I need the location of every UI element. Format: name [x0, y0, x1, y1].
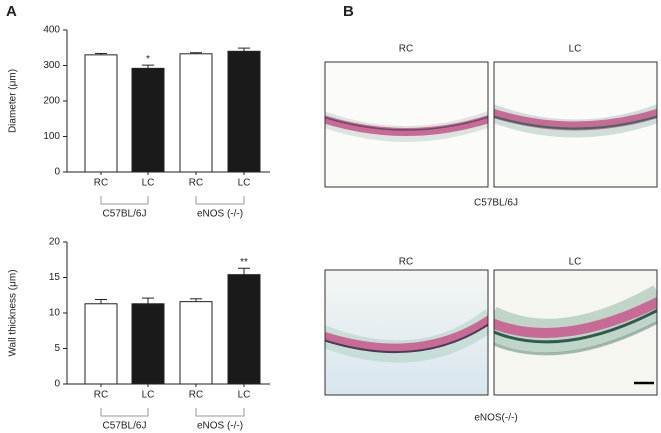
group-bracket [195, 408, 245, 417]
group-bracket [100, 196, 149, 205]
panel-label: A [6, 3, 17, 20]
x-tick-label: LC [238, 178, 251, 189]
significance-label: * [146, 54, 150, 65]
group-bracket [195, 196, 245, 205]
row-label: eNOS(-/-) [474, 413, 517, 424]
y-tick-label: 15 [49, 272, 61, 283]
y-tick-label: 5 [54, 343, 60, 354]
group-label: C57BL/6J [103, 209, 147, 220]
x-tick-label: LC [142, 390, 155, 401]
significance-label: ** [240, 257, 248, 268]
y-tick-label: 100 [43, 131, 60, 142]
y-tick-label: 0 [54, 379, 60, 390]
row-label: C57BL/6J [474, 198, 518, 209]
column-label: LC [569, 257, 582, 268]
group-bracket [100, 408, 149, 417]
group-label: eNOS (-/-) [197, 421, 243, 432]
y-tick-label: 20 [49, 237, 61, 248]
bar [179, 301, 213, 385]
group-label: C57BL/6J [103, 421, 147, 432]
x-tick-label: RC [94, 178, 108, 189]
micrograph [493, 269, 658, 396]
y-axis-label: Diameter (μm) [8, 69, 19, 133]
micrograph [493, 61, 658, 188]
x-tick-label: RC [94, 390, 108, 401]
x-tick-label: RC [189, 178, 203, 189]
bar [227, 274, 261, 385]
x-tick-label: RC [189, 390, 203, 401]
micrograph [324, 61, 489, 188]
bar [227, 50, 261, 173]
bar [131, 303, 165, 385]
column-label: RC [399, 257, 413, 268]
x-tick-label: LC [238, 390, 251, 401]
y-tick-label: 400 [43, 25, 60, 36]
bar [84, 303, 118, 385]
y-axis-label: Wall thickness (μm) [8, 269, 19, 356]
y-tick-label: 300 [43, 60, 60, 71]
bar [84, 54, 118, 173]
y-tick-label: 10 [49, 308, 61, 319]
micrograph [324, 269, 489, 396]
bar [131, 67, 165, 173]
x-tick-label: LC [142, 178, 155, 189]
bar [179, 53, 213, 173]
y-tick-label: 200 [43, 96, 60, 107]
group-label: eNOS (-/-) [197, 209, 243, 220]
panel-label: B [343, 3, 354, 20]
column-label: RC [399, 44, 413, 55]
column-label: LC [569, 44, 582, 55]
y-tick-label: 0 [54, 167, 60, 178]
